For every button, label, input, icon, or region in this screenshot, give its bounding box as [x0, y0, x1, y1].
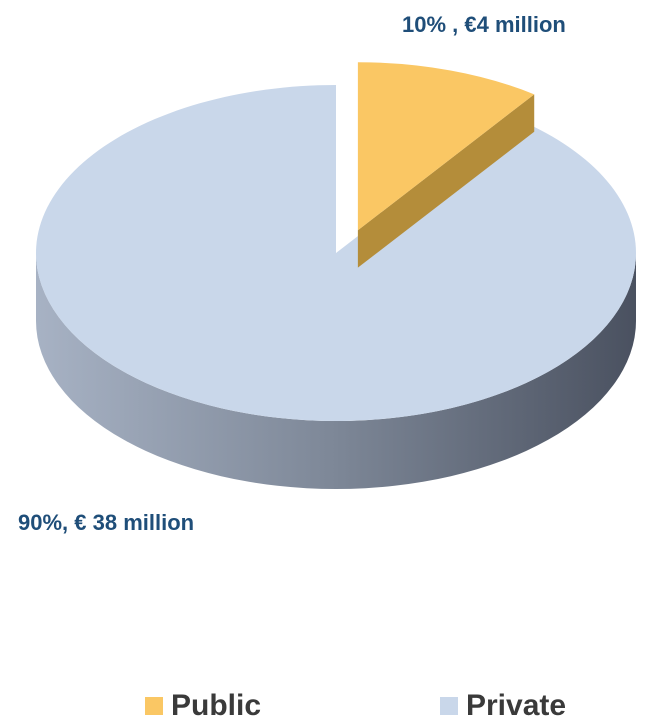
legend-label-public: Public [171, 689, 262, 722]
data-label-public: 10% , €4 million [402, 12, 566, 37]
legend-swatch-public [145, 697, 163, 715]
pie-slice-public [357, 62, 535, 231]
pie-slice-private [36, 85, 637, 421]
legend-item-private: Private [440, 688, 566, 724]
pie-slice-public-side [357, 94, 535, 268]
pie-slice-private-side [36, 253, 636, 489]
data-label-private: 90%, € 38 million [18, 510, 195, 535]
legend-swatch-private [440, 697, 458, 715]
legend-label-private: Private [466, 689, 567, 722]
legend-item-public: Public [145, 688, 261, 724]
legend: Public Private [0, 688, 654, 724]
